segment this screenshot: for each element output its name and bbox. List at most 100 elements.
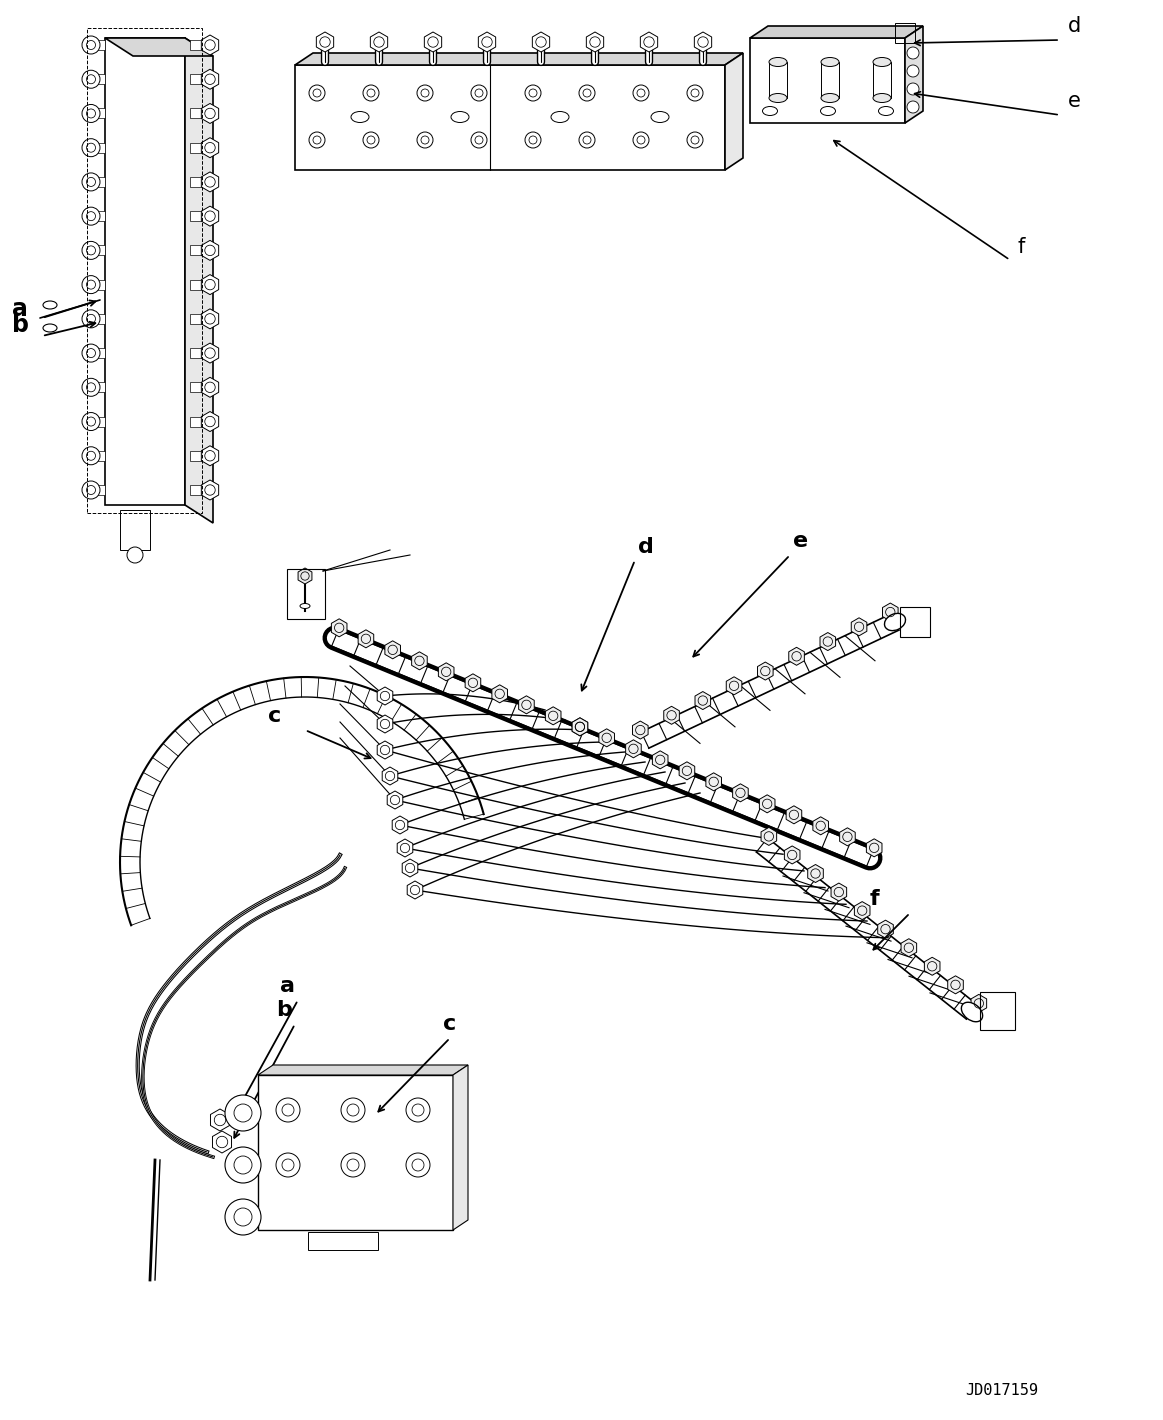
Polygon shape [808, 865, 823, 882]
Polygon shape [725, 53, 743, 170]
Bar [91, 450, 105, 460]
Bar [190, 108, 202, 118]
Polygon shape [786, 805, 801, 824]
Circle shape [418, 85, 433, 101]
Bar [91, 416, 105, 426]
Polygon shape [377, 741, 393, 760]
Circle shape [224, 1095, 261, 1130]
Bar [295, 65, 725, 170]
Polygon shape [201, 308, 219, 329]
Polygon shape [925, 957, 940, 976]
Circle shape [418, 132, 433, 148]
Ellipse shape [821, 94, 839, 102]
Circle shape [687, 85, 702, 101]
Text: c: c [443, 1014, 456, 1034]
Text: f: f [870, 889, 879, 909]
Polygon shape [971, 994, 986, 1012]
Polygon shape [201, 70, 219, 89]
Polygon shape [695, 692, 711, 710]
Circle shape [83, 139, 100, 156]
Polygon shape [784, 846, 800, 863]
Bar [105, 38, 185, 506]
Polygon shape [652, 751, 668, 768]
Bar [980, 993, 1015, 1030]
Polygon shape [298, 568, 312, 584]
Polygon shape [633, 721, 648, 738]
Polygon shape [855, 902, 870, 920]
Ellipse shape [769, 57, 787, 67]
Polygon shape [572, 719, 587, 736]
Polygon shape [424, 33, 442, 53]
Polygon shape [211, 1109, 229, 1130]
Bar [190, 178, 202, 187]
Bar [190, 486, 202, 496]
Polygon shape [412, 652, 427, 670]
Polygon shape [201, 172, 219, 192]
Circle shape [363, 132, 379, 148]
Polygon shape [519, 696, 534, 714]
Ellipse shape [769, 94, 787, 102]
Circle shape [579, 132, 595, 148]
Polygon shape [201, 36, 219, 55]
Circle shape [907, 65, 919, 77]
Circle shape [471, 85, 487, 101]
Circle shape [687, 132, 702, 148]
Bar [190, 74, 202, 84]
Polygon shape [832, 883, 847, 902]
Polygon shape [201, 138, 219, 158]
Circle shape [309, 132, 324, 148]
Circle shape [471, 132, 487, 148]
Text: JD017159: JD017159 [965, 1383, 1039, 1399]
Polygon shape [213, 1130, 231, 1153]
Polygon shape [533, 33, 550, 53]
Bar [190, 40, 202, 50]
Bar [900, 606, 930, 638]
Bar [750, 38, 905, 124]
Bar [91, 348, 105, 358]
Polygon shape [201, 446, 219, 466]
Polygon shape [789, 648, 805, 666]
Polygon shape [626, 740, 641, 758]
Bar [821, 62, 839, 98]
Polygon shape [201, 480, 219, 500]
Bar [91, 246, 105, 256]
Bar [769, 62, 787, 98]
Polygon shape [478, 33, 495, 53]
Bar [91, 314, 105, 324]
Polygon shape [878, 920, 893, 939]
Polygon shape [586, 33, 604, 53]
Bar [190, 450, 202, 460]
Polygon shape [201, 104, 219, 124]
Circle shape [525, 85, 541, 101]
Ellipse shape [300, 604, 311, 609]
Polygon shape [905, 26, 923, 124]
Polygon shape [820, 632, 835, 650]
Ellipse shape [873, 57, 891, 67]
Bar [190, 416, 202, 426]
Bar [91, 212, 105, 222]
Ellipse shape [351, 112, 369, 122]
Polygon shape [813, 816, 828, 835]
Circle shape [406, 1098, 430, 1122]
Polygon shape [901, 939, 916, 957]
Ellipse shape [885, 613, 906, 630]
Circle shape [579, 85, 595, 101]
Polygon shape [761, 828, 777, 845]
Polygon shape [706, 772, 721, 791]
Ellipse shape [821, 106, 835, 115]
Polygon shape [454, 1065, 468, 1230]
Ellipse shape [878, 106, 893, 115]
Circle shape [907, 101, 919, 114]
Bar [91, 142, 105, 153]
Circle shape [406, 1153, 430, 1177]
Ellipse shape [43, 324, 57, 332]
Polygon shape [377, 687, 393, 704]
Polygon shape [851, 618, 866, 636]
Ellipse shape [451, 112, 469, 122]
Polygon shape [201, 344, 219, 364]
Polygon shape [750, 26, 923, 38]
Polygon shape [295, 53, 743, 65]
Polygon shape [679, 761, 694, 780]
Bar [190, 246, 202, 256]
Polygon shape [757, 662, 773, 680]
